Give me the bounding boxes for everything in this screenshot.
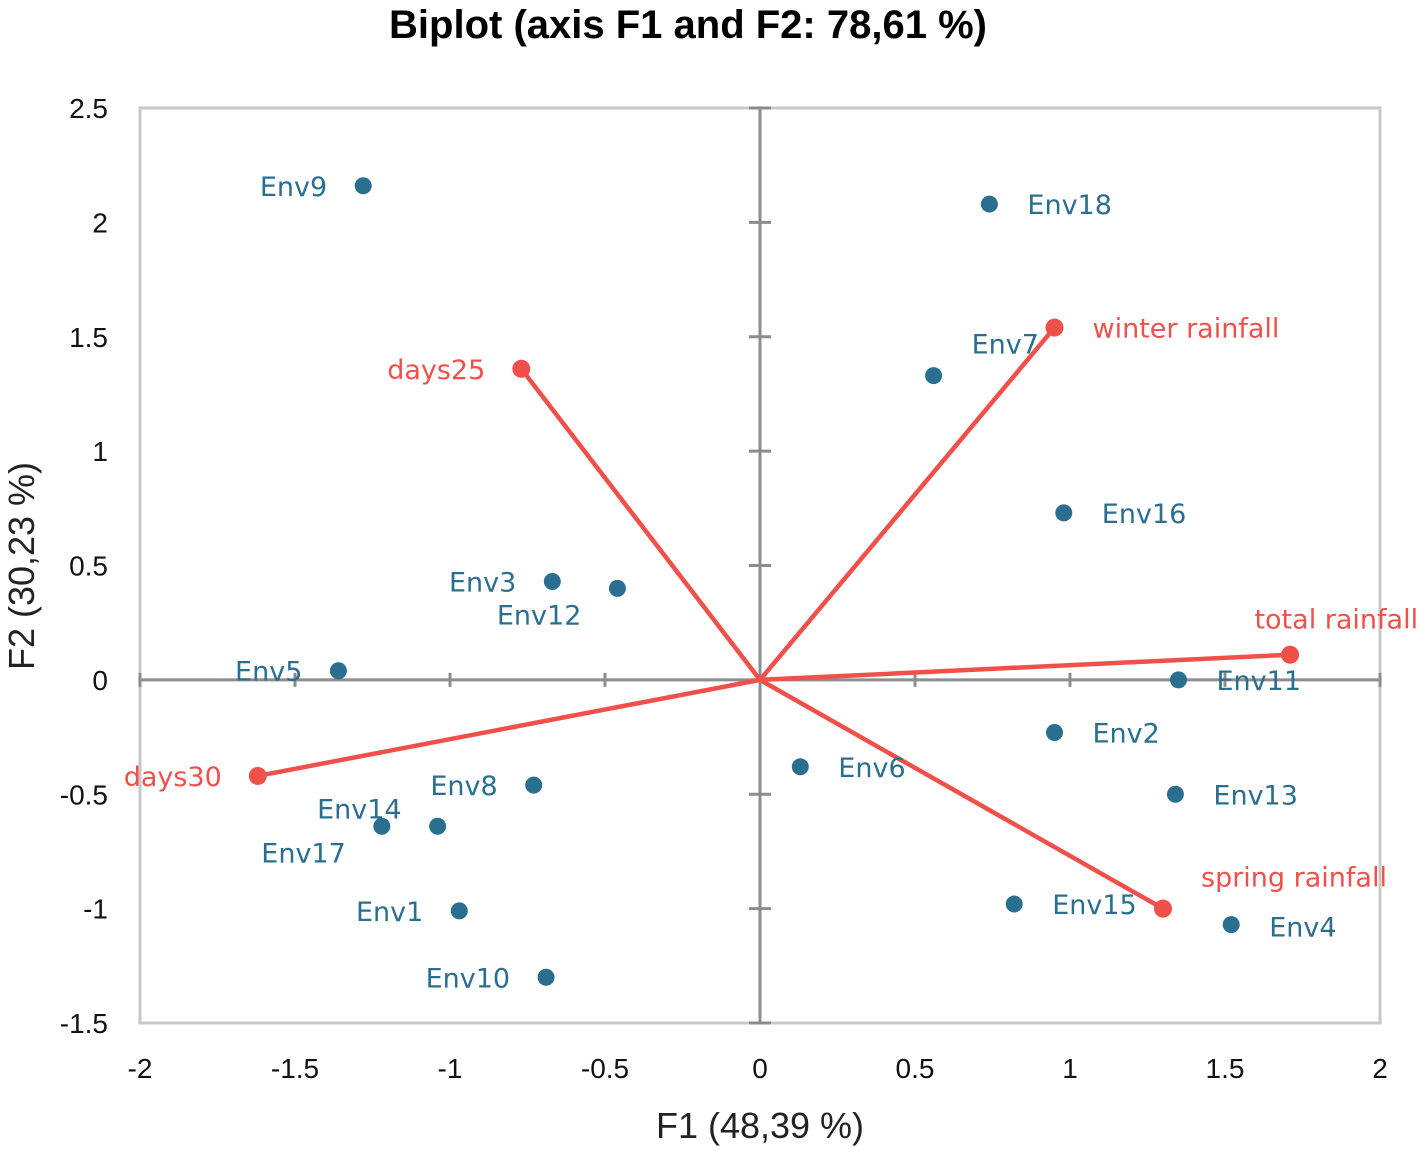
y-tick-label: 1.5 [69,322,108,353]
axis-ticks: -2 -1.5 -1 -0.5 0 0.5 1 1.5 2 -1.5 -1 -0.5 0 0.5 1 1.5 2… [60,93,1388,1084]
vector-tip [248,766,267,785]
observation-label: Env4 [1269,913,1336,944]
x-tick-label: -0.5 [581,1053,629,1084]
x-tick-label: 1.5 [1206,1053,1245,1084]
y-tick-label: 0.5 [69,551,108,582]
vector-arrow [757,652,1293,683]
observation-point [1222,916,1240,934]
x-axis-title: F1 (48,39 %) [656,1105,864,1146]
variable-vectors: days25 winter rainfall total rainfall days3… [124,314,1418,918]
vector-tip [1281,645,1300,664]
observation-point [608,579,626,597]
observation-label: Env13 [1213,780,1298,811]
x-tick-label: -1.5 [271,1053,319,1084]
y-tick-label: -1.5 [60,1008,108,1039]
observation-label: Env17 [261,838,346,869]
observation-label: Env7 [972,330,1039,361]
observation-point [1055,504,1073,522]
vector-arrow [519,366,763,683]
y-tick-label: -0.5 [60,779,108,810]
observation-label: Env5 [235,657,302,688]
observation-label: Env8 [430,771,497,802]
observation-label: Env18 [1027,190,1112,221]
vector-arrow [757,325,1057,683]
observation-label: Env10 [426,963,511,994]
variable-label: spring rainfall [1201,863,1387,894]
vector-arrow [757,677,1166,911]
y-tick-label: 1 [92,436,108,467]
observation-label: Env1 [356,897,423,928]
observation-point [450,902,468,920]
y-tick-label: -1 [83,894,108,925]
observation-label: Env2 [1093,718,1160,749]
observation-point [925,367,943,385]
observation-point [525,776,543,794]
observation-point [791,758,809,776]
observation-point [373,817,391,835]
vector-arrow [255,677,763,779]
observation-point [1166,785,1184,803]
variable-label: winter rainfall [1093,314,1280,345]
variable-label: total rainfall [1254,605,1418,636]
observation-point [1046,723,1063,741]
y-tick-label: 0 [92,665,108,696]
observation-point [1005,895,1023,913]
variable-label: days30 [124,762,222,793]
vector-tip [1045,318,1064,337]
x-tick-label: 1 [1062,1053,1078,1084]
observation-point [329,662,347,680]
observation-label: Env11 [1217,666,1302,697]
observation-label: Env3 [449,568,516,599]
observation-point [1170,671,1187,689]
y-axis-title: F2 (30,23 %) [1,462,42,670]
x-tick-label: 0 [752,1053,768,1084]
vector-tip [512,359,531,378]
vector-tip [1154,899,1172,918]
observation-point [980,195,998,213]
x-tick-label: 2 [1372,1053,1388,1084]
x-tick-label: 0.5 [896,1053,935,1084]
observation-label: Env6 [838,753,905,784]
observation-label: Env15 [1052,890,1137,921]
x-tick-label: -1 [438,1053,463,1084]
observation-point [537,968,555,986]
y-tick-label: 2 [92,207,108,238]
observation-label: Env16 [1102,499,1187,530]
y-tick-label: 2.5 [69,93,108,124]
observation-label: Env14 [317,794,402,825]
observation-label: Env12 [497,600,582,631]
observation-point [429,817,447,835]
observation-points: Env1 Env2 Env3 Env4 Env5 Env6 Env7 Env8 Env9 Env1… [235,172,1336,994]
observation-point [354,177,372,195]
variable-label: days25 [387,355,485,386]
x-tick-label: -2 [128,1053,153,1084]
observation-point [543,573,561,591]
observation-label: Env9 [260,172,327,203]
chart-title: Biplot (axis F1 and F2: 78,61 %) [389,3,987,47]
